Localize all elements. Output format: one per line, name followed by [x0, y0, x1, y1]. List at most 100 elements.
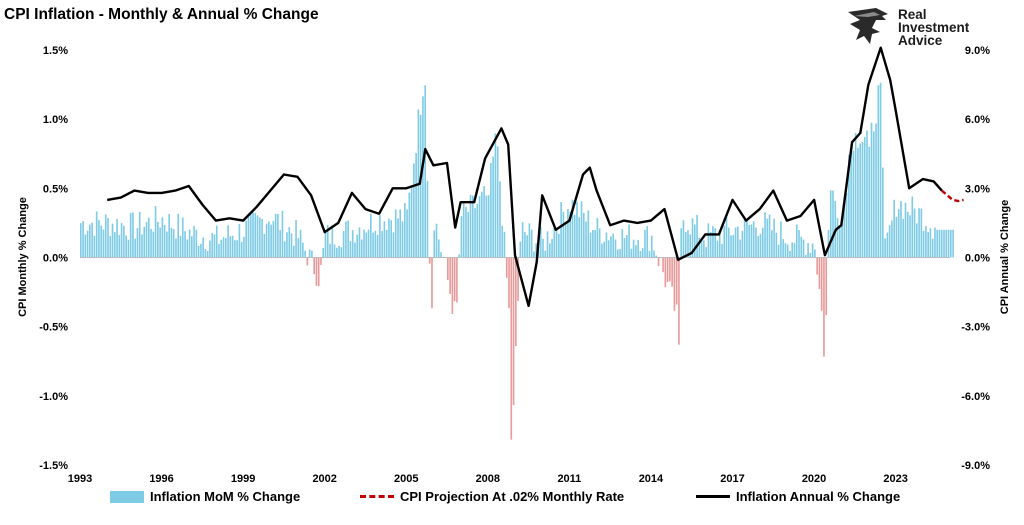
monthly-bar	[564, 223, 567, 258]
monthly-bar	[91, 222, 93, 258]
monthly-bar	[578, 217, 581, 258]
monthly-bar	[580, 201, 583, 258]
monthly-bar	[875, 123, 877, 258]
monthly-bar	[263, 233, 266, 258]
monthly-bar	[854, 133, 857, 258]
monthly-bar	[308, 249, 311, 258]
monthly-bar	[184, 231, 186, 258]
monthly-bar	[637, 240, 639, 258]
monthly-bar	[177, 213, 180, 258]
monthly-bar	[682, 220, 685, 258]
monthly-bar	[397, 218, 399, 258]
monthly-bar	[118, 235, 121, 258]
monthly-bar	[872, 131, 875, 258]
monthly-bar	[363, 229, 365, 258]
monthly-bar	[437, 239, 440, 258]
monthly-bar	[755, 227, 757, 258]
monthly-bar	[381, 231, 383, 258]
monthly-bar	[712, 226, 714, 258]
monthly-bar	[861, 141, 864, 258]
monthly-bar	[98, 220, 100, 258]
monthly-bar	[467, 212, 470, 258]
monthly-bar	[687, 230, 689, 258]
x-tick-label: 2008	[476, 473, 500, 485]
monthly-bar	[662, 257, 664, 273]
monthly-bar	[632, 239, 635, 258]
monthly-bar	[610, 236, 612, 258]
left-tick-label: 1.0%	[43, 114, 68, 126]
legend-item-annual: Inflation Annual % Change	[696, 489, 900, 504]
left-tick-label: 1.5%	[43, 45, 68, 57]
x-tick-label: 2005	[394, 473, 418, 485]
monthly-bar	[365, 232, 368, 258]
monthly-bar	[238, 224, 241, 258]
monthly-bar	[338, 246, 340, 258]
monthly-bar	[136, 228, 139, 258]
legend-item-projection: CPI Projection At .02% Monthly Rate	[360, 489, 624, 504]
monthly-bar	[551, 238, 553, 258]
monthly-bar	[949, 229, 952, 258]
monthly-bar	[129, 213, 132, 258]
monthly-bar	[836, 218, 839, 258]
monthly-bar	[512, 257, 515, 406]
monthly-bar	[215, 225, 218, 258]
monthly-bar	[95, 211, 98, 258]
monthly-bar	[675, 257, 678, 305]
monthly-bar	[270, 224, 272, 258]
monthly-bar	[809, 252, 812, 258]
monthly-bar	[290, 233, 293, 258]
monthly-bar	[324, 231, 327, 258]
monthly-bar	[206, 250, 209, 258]
monthly-bar	[911, 196, 914, 258]
monthly-bar	[433, 230, 436, 258]
monthly-bar	[483, 186, 485, 258]
monthly-bar	[261, 218, 263, 258]
monthly-bar	[460, 216, 463, 258]
monthly-bar	[741, 230, 744, 258]
left-tick-label: 0.5%	[43, 183, 68, 195]
monthly-bar	[143, 226, 146, 258]
monthly-bar	[705, 247, 707, 258]
monthly-bar	[435, 223, 438, 258]
monthly-bar	[589, 232, 592, 258]
monthly-bar	[567, 209, 569, 258]
monthly-bar	[777, 244, 780, 258]
monthly-bar	[723, 225, 726, 258]
monthly-bar	[385, 229, 388, 258]
monthly-bar	[721, 243, 723, 258]
monthly-bar	[329, 243, 331, 258]
monthly-bar	[80, 223, 82, 258]
monthly-bar	[669, 257, 671, 282]
monthly-bar	[909, 215, 911, 258]
monthly-bar	[374, 230, 377, 258]
monthly-bar	[927, 232, 929, 258]
monthly-bar	[592, 229, 594, 258]
monthly-bar	[315, 257, 318, 286]
monthly-bar	[399, 209, 402, 258]
monthly-bar	[693, 224, 696, 258]
monthly-bar	[419, 114, 422, 258]
monthly-bar	[410, 185, 413, 258]
monthly-bar	[897, 209, 900, 258]
monthly-bars-group	[80, 82, 954, 440]
monthly-bar	[746, 218, 748, 258]
monthly-bar	[605, 232, 608, 258]
monthly-bar	[234, 240, 236, 258]
monthly-bar	[943, 229, 945, 258]
left-tick-label: -1.0%	[39, 391, 68, 403]
monthly-bar	[716, 240, 719, 258]
monthly-bar	[272, 220, 275, 258]
monthly-bar	[342, 231, 345, 258]
monthly-bar	[814, 249, 816, 258]
monthly-bar	[281, 210, 284, 258]
monthly-bar	[299, 229, 302, 258]
monthly-bar	[750, 224, 753, 258]
monthly-bar	[689, 234, 692, 258]
monthly-bar	[403, 203, 406, 258]
monthly-bar	[773, 218, 775, 258]
monthly-bar	[947, 229, 950, 258]
legend-label-monthly: Inflation MoM % Change	[150, 489, 301, 504]
monthly-bar	[288, 227, 291, 258]
monthly-bar	[120, 223, 123, 258]
monthly-bar	[394, 209, 397, 258]
